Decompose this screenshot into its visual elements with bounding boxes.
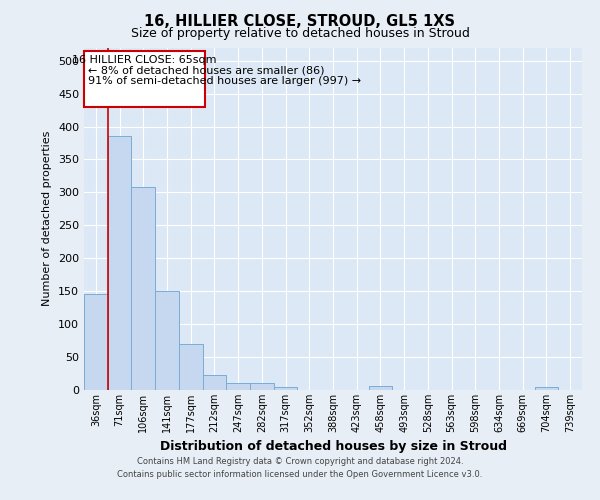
Text: Size of property relative to detached houses in Stroud: Size of property relative to detached ho… <box>131 28 469 40</box>
Text: ← 8% of detached houses are smaller (86): ← 8% of detached houses are smaller (86) <box>88 66 324 76</box>
X-axis label: Distribution of detached houses by size in Stroud: Distribution of detached houses by size … <box>160 440 506 454</box>
Y-axis label: Number of detached properties: Number of detached properties <box>43 131 52 306</box>
Text: 16, HILLIER CLOSE, STROUD, GL5 1XS: 16, HILLIER CLOSE, STROUD, GL5 1XS <box>145 14 455 29</box>
Text: Contains public sector information licensed under the Open Government Licence v3: Contains public sector information licen… <box>118 470 482 479</box>
Bar <box>203 375 226 390</box>
Text: 16 HILLIER CLOSE: 65sqm: 16 HILLIER CLOSE: 65sqm <box>72 56 217 66</box>
Bar <box>274 386 298 390</box>
FancyBboxPatch shape <box>84 51 205 107</box>
Bar <box>179 344 203 390</box>
Bar <box>131 187 155 390</box>
Bar <box>368 386 392 390</box>
Bar <box>535 386 558 390</box>
Bar <box>155 291 179 390</box>
Text: Contains HM Land Registry data © Crown copyright and database right 2024.: Contains HM Land Registry data © Crown c… <box>137 458 463 466</box>
Bar <box>250 384 274 390</box>
Bar <box>226 383 250 390</box>
Text: 91% of semi-detached houses are larger (997) →: 91% of semi-detached houses are larger (… <box>88 76 361 86</box>
Bar <box>84 294 108 390</box>
Bar <box>108 136 131 390</box>
